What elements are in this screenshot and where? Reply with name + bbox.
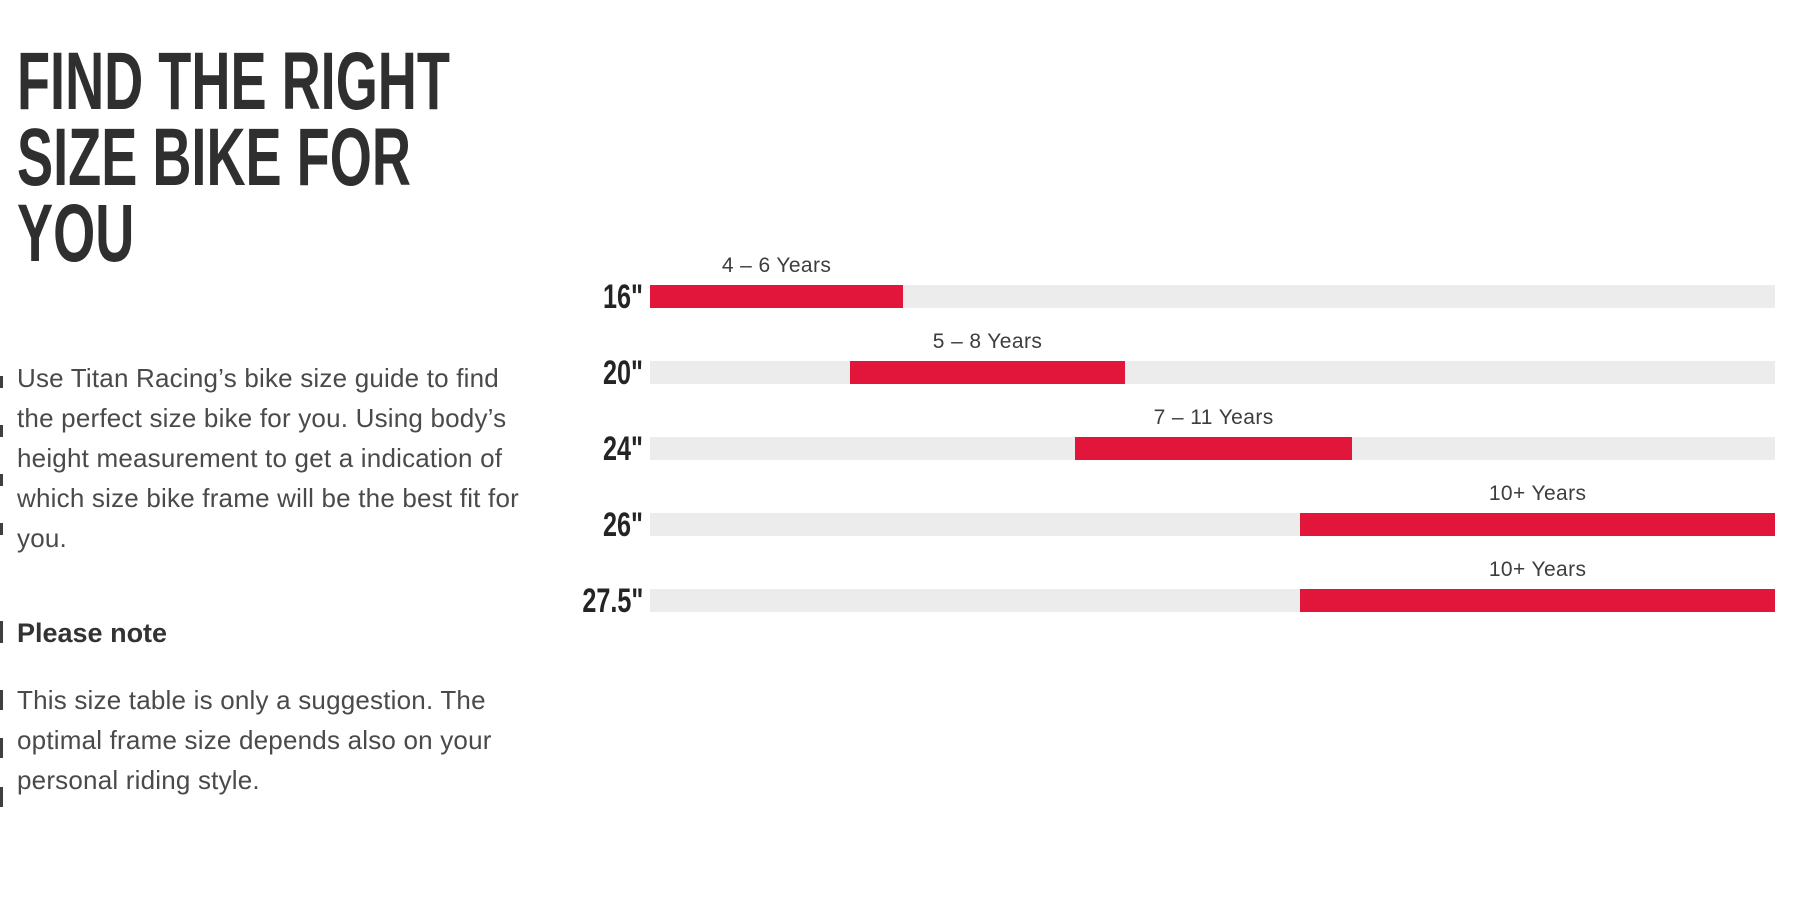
bar-fill bbox=[1075, 437, 1352, 460]
page-title-line: FIND THE RIGHT bbox=[17, 36, 450, 127]
chart-row: 27.5" 10+ Years bbox=[582, 558, 1775, 618]
bar-fill bbox=[1300, 589, 1775, 612]
edge-artifact bbox=[0, 621, 3, 643]
edge-artifact bbox=[0, 474, 3, 486]
chart-row: 26" 10+ Years bbox=[603, 482, 1775, 542]
size-guide-intro: FIND THE RIGHT SIZE BIKE FOR YOU Use Tit… bbox=[17, 36, 539, 796]
chart-row: 16" 4 – 6 Years bbox=[603, 254, 1775, 314]
edge-artifact bbox=[0, 787, 3, 807]
edge-artifact bbox=[0, 376, 3, 388]
intro-paragraph: Use Titan Racing’s bike size guide to fi… bbox=[17, 363, 519, 553]
wheel-size-label: 24" bbox=[603, 429, 643, 468]
bar-fill bbox=[1300, 513, 1775, 536]
edge-artifact bbox=[0, 425, 3, 437]
bar-track bbox=[650, 513, 1775, 536]
note-paragraph: This size table is only a suggestion. Th… bbox=[17, 685, 492, 795]
age-range-label: 7 – 11 Years bbox=[1153, 406, 1274, 429]
chart-row: 24" 7 – 11 Years bbox=[603, 406, 1775, 466]
page-title-line: YOU bbox=[17, 188, 135, 279]
page-title-line: SIZE BIKE FOR bbox=[17, 112, 411, 203]
wheel-size-label: 26" bbox=[603, 505, 643, 544]
age-range-label: 5 – 8 Years bbox=[932, 330, 1043, 353]
page-title: FIND THE RIGHT SIZE BIKE FOR YOU bbox=[17, 36, 450, 279]
bar-track bbox=[650, 361, 1775, 384]
age-range-label: 10+ Years bbox=[1488, 482, 1587, 505]
edge-artifact bbox=[0, 690, 3, 710]
bar-fill bbox=[850, 361, 1125, 384]
edge-artifact bbox=[0, 523, 3, 535]
chart-row: 20" 5 – 8 Years bbox=[603, 330, 1775, 390]
wheel-size-label: 20" bbox=[603, 353, 643, 392]
wheel-size-label: 16" bbox=[603, 277, 643, 316]
bar-track bbox=[650, 437, 1775, 460]
wheel-size-label: 27.5" bbox=[582, 581, 643, 620]
age-range-label: 4 – 6 Years bbox=[721, 254, 832, 277]
bar-fill bbox=[650, 285, 904, 308]
bar-track bbox=[650, 285, 1775, 308]
bar-track bbox=[650, 589, 1775, 612]
age-range-label: 10+ Years bbox=[1488, 558, 1587, 581]
note-heading: Please note bbox=[17, 618, 168, 648]
edge-artifact bbox=[0, 738, 3, 758]
